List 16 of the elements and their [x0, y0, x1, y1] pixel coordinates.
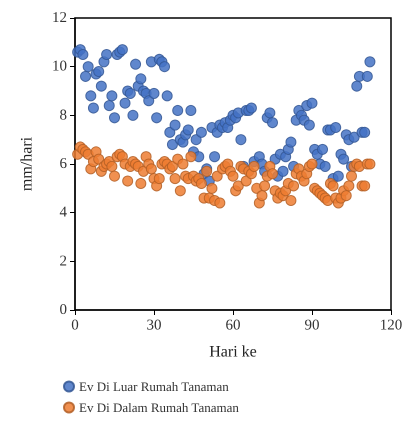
y-tick-label: 6: [60, 156, 68, 172]
y-tick-label: 4: [60, 204, 68, 221]
y-tick-label: 12: [52, 10, 67, 26]
x-tick-label: 60: [226, 318, 240, 334]
y-tick-label: 0: [60, 302, 67, 318]
y-tick-label: 8: [60, 107, 67, 124]
legend-label: Ev Di Luar Rumah Tanaman: [79, 379, 230, 394]
legend-label: Ev Di Dalam Rumah Tanaman: [79, 400, 240, 415]
x-tick-label: 120: [380, 318, 402, 334]
x-tick-label: 90: [304, 318, 320, 334]
x-tick-label: 0: [71, 318, 79, 334]
x-tick-label: 30: [146, 318, 162, 334]
y-tick-label: 10: [52, 58, 67, 75]
x-axis-title: Hari ke: [209, 344, 257, 360]
y-tick-label: 2: [60, 253, 67, 270]
y-axis-title: mm/hari: [18, 136, 36, 192]
